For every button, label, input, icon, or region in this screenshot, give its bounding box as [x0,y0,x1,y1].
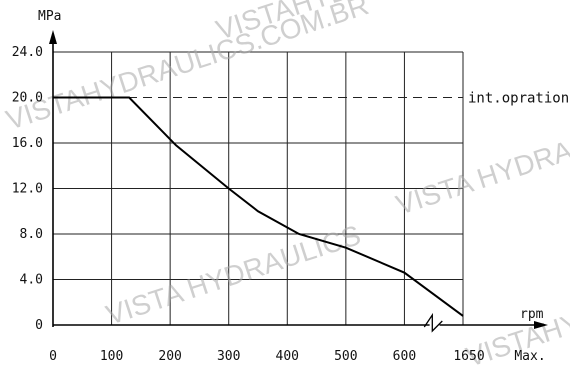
x-tick-label: 600 [393,349,416,364]
x-tick-label: 100 [100,349,123,364]
y-tick-label: 20.0 [12,91,43,106]
x-axis-unit: rpm [520,307,544,322]
axes [49,30,548,333]
y-tick-label: 0 [35,318,43,333]
x-tick-label: 1650 [453,349,484,364]
y-tick-label: 4.0 [20,273,43,288]
y-tick-label: 24.0 [12,45,43,60]
series [53,96,464,317]
y-tick-label: 12.0 [12,182,43,197]
watermark-text: VISTA HYDRAULICS [392,109,570,221]
y-axis-unit: MPa [38,9,61,24]
y-axis-arrow [49,30,57,44]
x-tick-label: 500 [334,349,357,364]
x-tick-label: 0 [49,349,57,364]
y-tick-label: 8.0 [20,227,43,242]
reference-label: int.opration [468,91,569,107]
watermark-text: VISTA HYDRAULICS [102,219,364,331]
series-line-0 [53,96,464,317]
x-tick-label: 200 [158,349,181,364]
x-tick-label: 300 [217,349,240,364]
x-tick-label: Max. [514,349,545,364]
labels: 0 4.0 8.0 12.0 16.0 20.0 24.0 0 100 200 300 400 500 6… [12,9,546,364]
axis-break [423,312,443,333]
y-tick-label: 16.0 [12,136,43,151]
x-axis-arrow [534,321,548,329]
x-tick-label: 400 [276,349,299,364]
